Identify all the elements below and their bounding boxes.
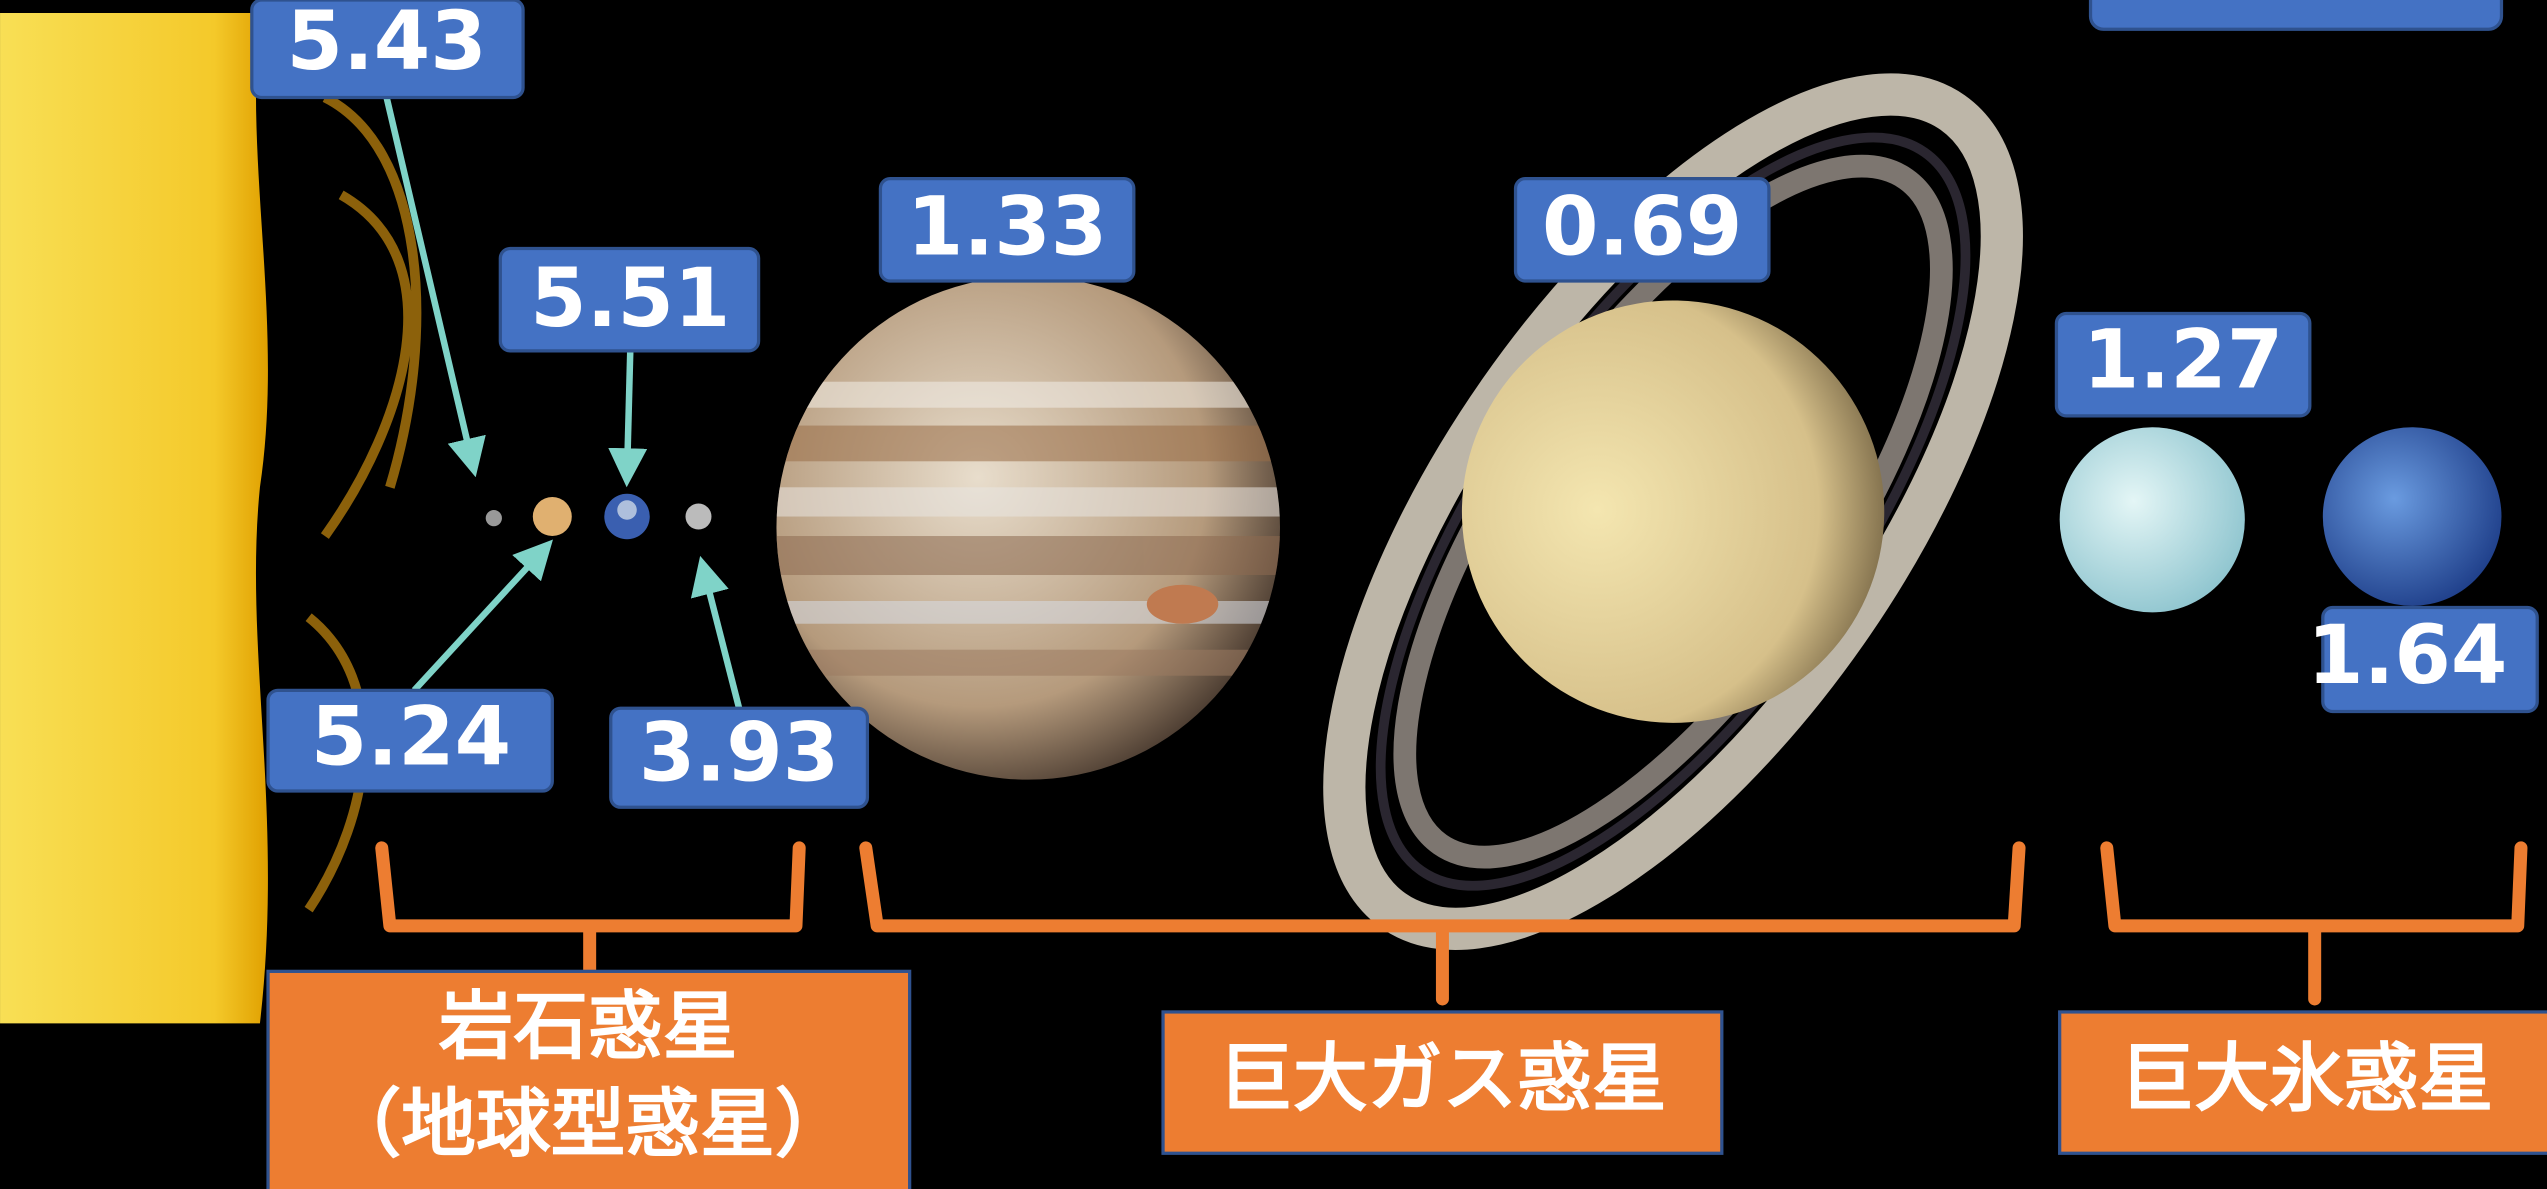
- label-3: 3.93: [609, 706, 870, 809]
- density-label: 1.33: [907, 180, 1107, 274]
- density-label: 5.24: [311, 690, 511, 784]
- group-label: 巨大ガス惑星: [1218, 1035, 1666, 1122]
- rocky-planets: [485, 493, 712, 540]
- arrows: [383, 96, 743, 710]
- label-1: 5.51: [498, 246, 761, 353]
- density-label: 5.43: [286, 0, 486, 89]
- group-1: 巨大ガス惑星: [1161, 1010, 1724, 1155]
- brackets: [375, 841, 2528, 1006]
- group-label: （地球型惑星）: [327, 1081, 850, 1168]
- group-label: 巨大氷惑星: [2120, 1035, 2494, 1122]
- label-4: 1.33: [878, 177, 1136, 283]
- ice-giants: [2059, 427, 2502, 613]
- unit-label-box: [2088, 0, 2504, 31]
- group-0: 岩石惑星 （地球型惑星）: [266, 969, 912, 1189]
- density-label: 1.27: [2083, 314, 2283, 408]
- label-5: 0.69: [1513, 177, 1771, 283]
- group-2: 巨大氷惑星: [2058, 1010, 2547, 1155]
- label-2: 5.24: [266, 688, 554, 793]
- label-7: 1.64: [2307, 605, 2539, 714]
- saturn: [1323, 73, 2023, 950]
- density-label: 3.93: [639, 707, 839, 801]
- group-label: 岩石惑星: [439, 983, 738, 1070]
- label-6: 1.27: [2054, 311, 2312, 418]
- density-label: 5.51: [530, 252, 730, 346]
- jupiter: [776, 276, 1280, 780]
- label-0: 5.43: [250, 0, 525, 100]
- density-label: 0.69: [1542, 180, 1742, 274]
- density-label: 1.64: [2307, 609, 2507, 703]
